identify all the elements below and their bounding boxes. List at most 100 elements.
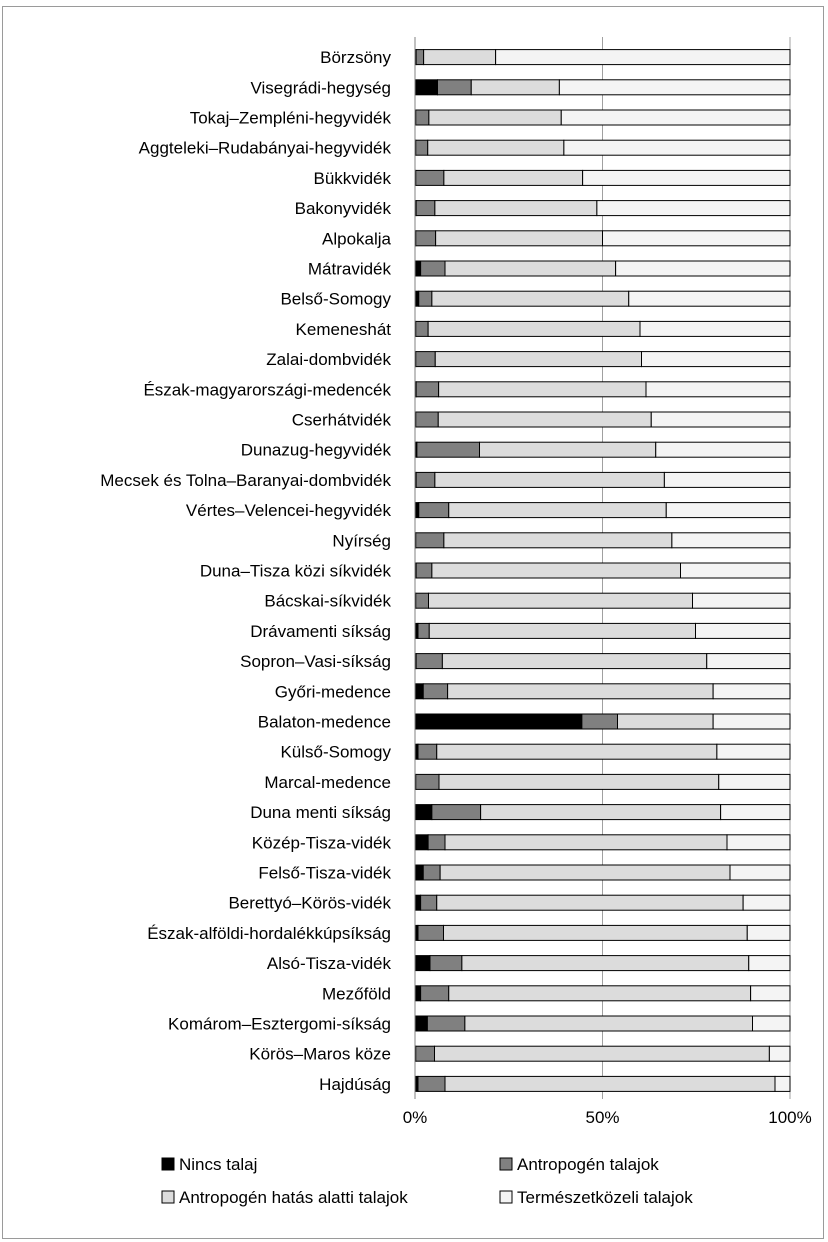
category-label: Felső-Tisza-vidék xyxy=(258,864,391,883)
category-label: Börzsöny xyxy=(320,48,391,67)
legend-label: Nincs talaj xyxy=(179,1155,257,1174)
bar-segment xyxy=(415,562,433,579)
bar-segment xyxy=(431,290,630,307)
category-labels: Börzsöny Visegrádi-hegység Tokaj–Zempléni-… xyxy=(100,48,391,1094)
bar-segment xyxy=(581,713,618,730)
bar-segment xyxy=(447,683,714,700)
category-label: Mecsek és Tolna–Baranyai-dombvidék xyxy=(100,471,391,490)
bar-segment xyxy=(435,230,603,247)
bar-segment xyxy=(750,985,791,1002)
category-label: Alsó-Tisza-vidék xyxy=(267,954,392,973)
bar-segment xyxy=(560,109,791,126)
bar-segment xyxy=(415,411,439,428)
bar-segment xyxy=(655,441,791,458)
category-label: Hajdúság xyxy=(319,1075,391,1094)
bar-segment xyxy=(443,169,584,186)
bar-segment xyxy=(716,743,791,760)
bar-segment xyxy=(441,653,708,670)
bar-segment xyxy=(420,985,450,1002)
category-label: Aggteleki–Rudabányai-hegyvidék xyxy=(139,139,392,158)
bar-segment xyxy=(415,653,443,670)
category-label: Kemeneshát xyxy=(296,320,392,339)
bar-segment xyxy=(712,683,791,700)
category-label: Közép-Tisza-vidék xyxy=(252,833,392,852)
category-label: Külső-Somogy xyxy=(280,743,391,762)
bar-segment xyxy=(434,351,642,368)
bar-segment xyxy=(414,290,420,307)
bar-segment xyxy=(434,471,665,488)
bar-segment xyxy=(415,169,445,186)
bar-segment xyxy=(443,924,748,941)
category-label: Sopron–Vasi-síkság xyxy=(240,652,391,671)
bar-segment xyxy=(444,1075,776,1092)
bar-segment xyxy=(617,713,714,730)
legend-label: Természetközeli talajok xyxy=(517,1188,693,1207)
bar-segment xyxy=(415,351,436,368)
bar-segment xyxy=(417,743,438,760)
bar-segment xyxy=(418,502,450,519)
bar-segment xyxy=(415,139,429,156)
bar-segment xyxy=(418,290,433,307)
bar-segment xyxy=(582,169,791,186)
bar-segment xyxy=(692,592,791,609)
category-label: Berettyó–Körös-vidék xyxy=(228,894,391,913)
bar-segment xyxy=(415,1045,435,1062)
bar-segment xyxy=(443,532,673,549)
bar-segment xyxy=(438,381,647,398)
bar-segment xyxy=(748,955,791,972)
category-label: Bakonyvidék xyxy=(295,199,392,218)
category-label: Észak-alföldi-hordalékkúpsíkság xyxy=(147,924,391,943)
bar-segment xyxy=(437,411,652,428)
bar-segment xyxy=(470,79,560,96)
bar-segment xyxy=(558,79,791,96)
bar-segment xyxy=(427,139,565,156)
legend-swatch xyxy=(499,1190,513,1204)
category-label: Észak-magyarországi-medencék xyxy=(143,380,391,399)
bar-segment xyxy=(415,381,440,398)
bar-segment xyxy=(414,502,420,519)
category-label: Mátravidék xyxy=(308,260,392,279)
bar-segment xyxy=(596,200,791,217)
category-label: Nyírség xyxy=(332,531,391,550)
bar-segment xyxy=(414,260,422,277)
bar-segment xyxy=(414,1015,428,1032)
legend-swatch xyxy=(499,1157,513,1171)
bar-segment xyxy=(414,985,422,1002)
bar-segment xyxy=(680,562,791,579)
bar-segment xyxy=(423,49,497,66)
bar-segment xyxy=(420,894,438,911)
bar-segment xyxy=(414,834,429,851)
legend-label: Antropogén talajok xyxy=(517,1155,659,1174)
bar-segment xyxy=(415,773,440,790)
bar-segment xyxy=(415,200,436,217)
bar-segment xyxy=(414,683,424,700)
category-label: Visegrádi-hegység xyxy=(251,78,392,97)
category-label: Drávamenti síkság xyxy=(250,622,391,641)
bar-segment xyxy=(415,230,437,247)
bar-segment xyxy=(431,562,681,579)
bar-segment xyxy=(422,864,441,881)
category-label: Bácskai-síkvidék xyxy=(264,592,391,611)
bar-segment xyxy=(437,79,472,96)
category-label: Körös–Maros köze xyxy=(249,1045,391,1064)
category-label: Duna–Tisza közi síkvidék xyxy=(200,562,392,581)
bar-segment xyxy=(436,894,744,911)
bar-segment xyxy=(438,773,720,790)
category-label: Belső-Somogy xyxy=(280,290,391,309)
bar-segment xyxy=(414,79,438,96)
legend-swatch xyxy=(161,1190,175,1204)
bar-segment xyxy=(434,200,598,217)
bar-segment xyxy=(415,532,445,549)
bar-segment xyxy=(563,139,791,156)
bar-segment xyxy=(615,260,791,277)
bar-segment xyxy=(720,804,791,821)
bar-segment xyxy=(718,773,791,790)
bar-segment xyxy=(428,592,693,609)
bar-segment xyxy=(414,894,422,911)
bar-segment xyxy=(415,109,430,126)
bar-segment xyxy=(431,804,482,821)
category-label: Duna menti síkság xyxy=(250,803,391,822)
bar-segment xyxy=(768,1045,791,1062)
bar-segment xyxy=(665,502,791,519)
bar-segment xyxy=(444,260,617,277)
